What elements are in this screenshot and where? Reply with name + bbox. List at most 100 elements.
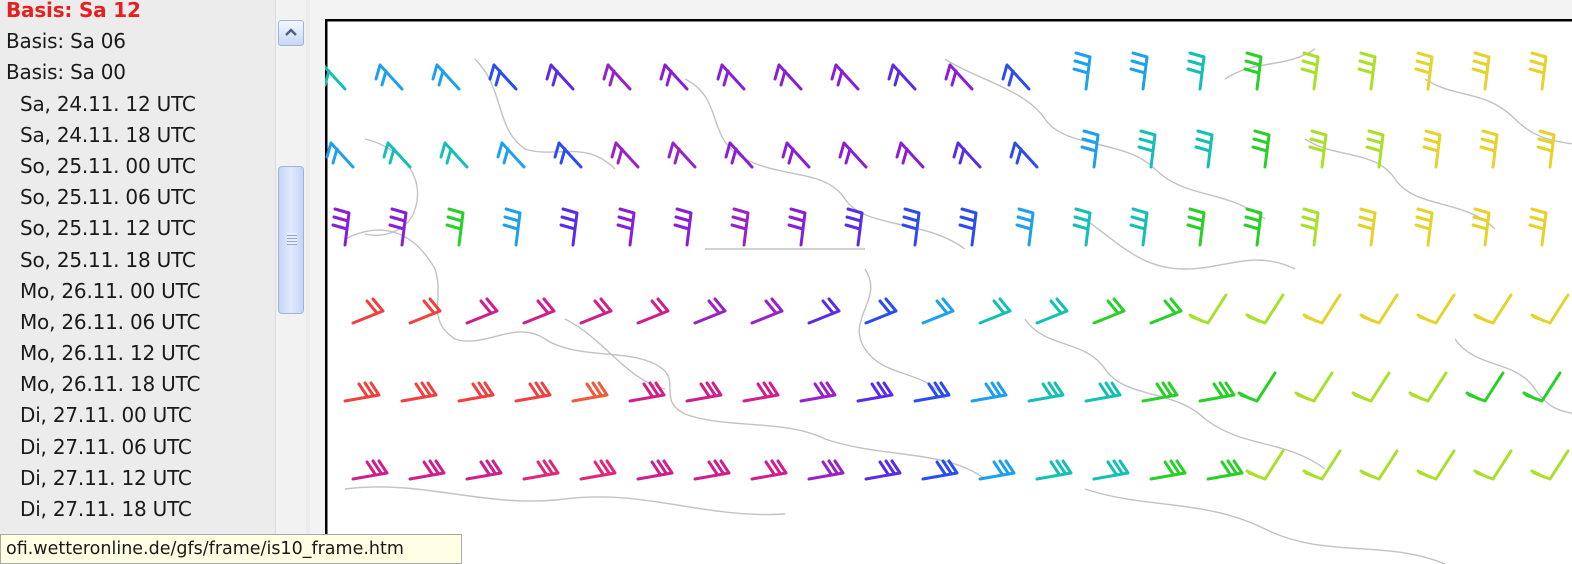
- run-link[interactable]: Basis: Sa 12: [6, 0, 141, 22]
- chevron-up-icon: [285, 28, 297, 36]
- wind-barb: [1414, 207, 1434, 247]
- wind-barb: [331, 207, 351, 247]
- wind-barb: [1198, 381, 1236, 403]
- wind-barb: [602, 63, 632, 91]
- wind-barb: [807, 297, 841, 325]
- wind-barb: [773, 63, 803, 91]
- forecast-time-link[interactable]: So, 25.11. 12 UTC: [20, 216, 196, 241]
- wind-barb: [1351, 371, 1391, 403]
- wind-barb: [799, 381, 837, 403]
- wind-barb: [895, 141, 925, 169]
- forecast-time-link[interactable]: Di, 27.11. 00 UTC: [20, 403, 192, 428]
- wind-barb: [1365, 129, 1385, 169]
- forecast-time-link[interactable]: Mo, 26.11. 06 UTC: [20, 309, 201, 334]
- forecast-time-link[interactable]: Mo, 26.11. 18 UTC: [20, 372, 201, 397]
- wind-barb: [1408, 371, 1448, 403]
- wind-barb: [958, 207, 978, 247]
- wind-barb: [1080, 129, 1100, 169]
- forecast-time-link[interactable]: Sa, 24.11. 12 UTC: [20, 91, 196, 116]
- wind-barb: [952, 141, 982, 169]
- coastline: [474, 58, 616, 170]
- wind-barb: [864, 459, 902, 481]
- wind-barb: [864, 297, 898, 325]
- forecast-time-link[interactable]: So, 25.11. 18 UTC: [20, 247, 196, 272]
- wind-barb: [1245, 293, 1285, 325]
- wind-barb: [579, 459, 617, 481]
- wind-barb: [1243, 207, 1263, 247]
- wind-barb: [343, 381, 381, 403]
- wind-barb: [921, 459, 959, 481]
- wind-barb: [693, 459, 731, 481]
- wind-barb: [978, 459, 1016, 481]
- coastline: [858, 268, 946, 400]
- wind-barb: [1357, 207, 1377, 247]
- wind-barb: [1084, 381, 1122, 403]
- wind-barb: [1471, 207, 1491, 247]
- run-link[interactable]: Basis: Sa 06: [6, 29, 126, 54]
- wind-barb: [457, 381, 495, 403]
- wind-barb: [730, 207, 750, 247]
- wind-barb: [1035, 459, 1073, 481]
- wind-barb: [1359, 293, 1399, 325]
- wind-barb: [970, 381, 1008, 403]
- wind-barb: [1522, 371, 1562, 403]
- wind-barb: [1206, 459, 1244, 481]
- wind-barb: [693, 297, 727, 325]
- wind-barb: [628, 381, 666, 403]
- wind-barb: [636, 297, 670, 325]
- wind-barb: [1530, 293, 1570, 325]
- coastline: [684, 78, 966, 250]
- vertical-scrollbar[interactable]: [275, 0, 306, 564]
- wind-barb: [1186, 51, 1206, 91]
- forecast-time-link[interactable]: Mo, 26.11. 12 UTC: [20, 341, 201, 366]
- wind-barb: [545, 63, 575, 91]
- wind-barb: [750, 297, 784, 325]
- wind-barb: [659, 63, 689, 91]
- run-link[interactable]: Basis: Sa 00: [6, 60, 126, 85]
- coastline: [344, 486, 786, 516]
- wind-barb: [610, 141, 640, 169]
- wind-barb: [1149, 297, 1183, 325]
- wind-barb: [388, 207, 408, 247]
- wind-barb: [685, 381, 723, 403]
- wind-barb: [1536, 129, 1556, 169]
- forecast-time-link[interactable]: Di, 27.11. 12 UTC: [20, 465, 192, 490]
- wind-barb: [1308, 129, 1328, 169]
- forecast-time-link[interactable]: So, 25.11. 06 UTC: [20, 185, 196, 210]
- wind-barb: [553, 141, 583, 169]
- forecast-time-link[interactable]: Mo, 26.11. 00 UTC: [20, 278, 201, 303]
- wind-barb: [496, 141, 526, 169]
- wind-barb: [667, 141, 697, 169]
- forecast-time-link[interactable]: Sa, 24.11. 18 UTC: [20, 122, 196, 147]
- wind-barb: [1149, 459, 1187, 481]
- wind-barb: [1072, 51, 1092, 91]
- wind-barb: [1359, 449, 1399, 481]
- forecast-time-link[interactable]: Di, 27.11. 18 UTC: [20, 497, 192, 521]
- wind-barb: [1465, 371, 1505, 403]
- scrollbar-thumb[interactable]: [278, 166, 304, 314]
- wind-barb: [616, 207, 636, 247]
- wind-barb-map: [325, 19, 1572, 564]
- wind-barb: [488, 63, 518, 91]
- wind-map-frame: [310, 0, 1572, 564]
- grip-icon: [287, 233, 297, 245]
- wind-barb: [571, 381, 609, 403]
- forecast-time-link[interactable]: So, 25.11. 00 UTC: [20, 153, 196, 178]
- forecast-time-link[interactable]: Di, 27.11. 06 UTC: [20, 434, 192, 459]
- scroll-up-button[interactable]: [278, 20, 304, 46]
- coastline: [1454, 338, 1572, 415]
- wind-barb: [1194, 129, 1214, 169]
- wind-barb: [901, 207, 921, 247]
- wind-barb: [325, 64, 347, 91]
- coastline: [1084, 218, 1296, 270]
- wind-barb: [856, 381, 894, 403]
- wind-barb: [1027, 381, 1065, 403]
- wind-barb: [1473, 293, 1513, 325]
- wind-barb: [1300, 207, 1320, 247]
- coastline: [1304, 138, 1496, 230]
- wind-barb: [742, 381, 780, 403]
- wind-barb: [1137, 129, 1157, 169]
- wind-barb: [1471, 51, 1491, 91]
- wind-barb: [1188, 293, 1228, 325]
- coastline: [1024, 318, 1326, 470]
